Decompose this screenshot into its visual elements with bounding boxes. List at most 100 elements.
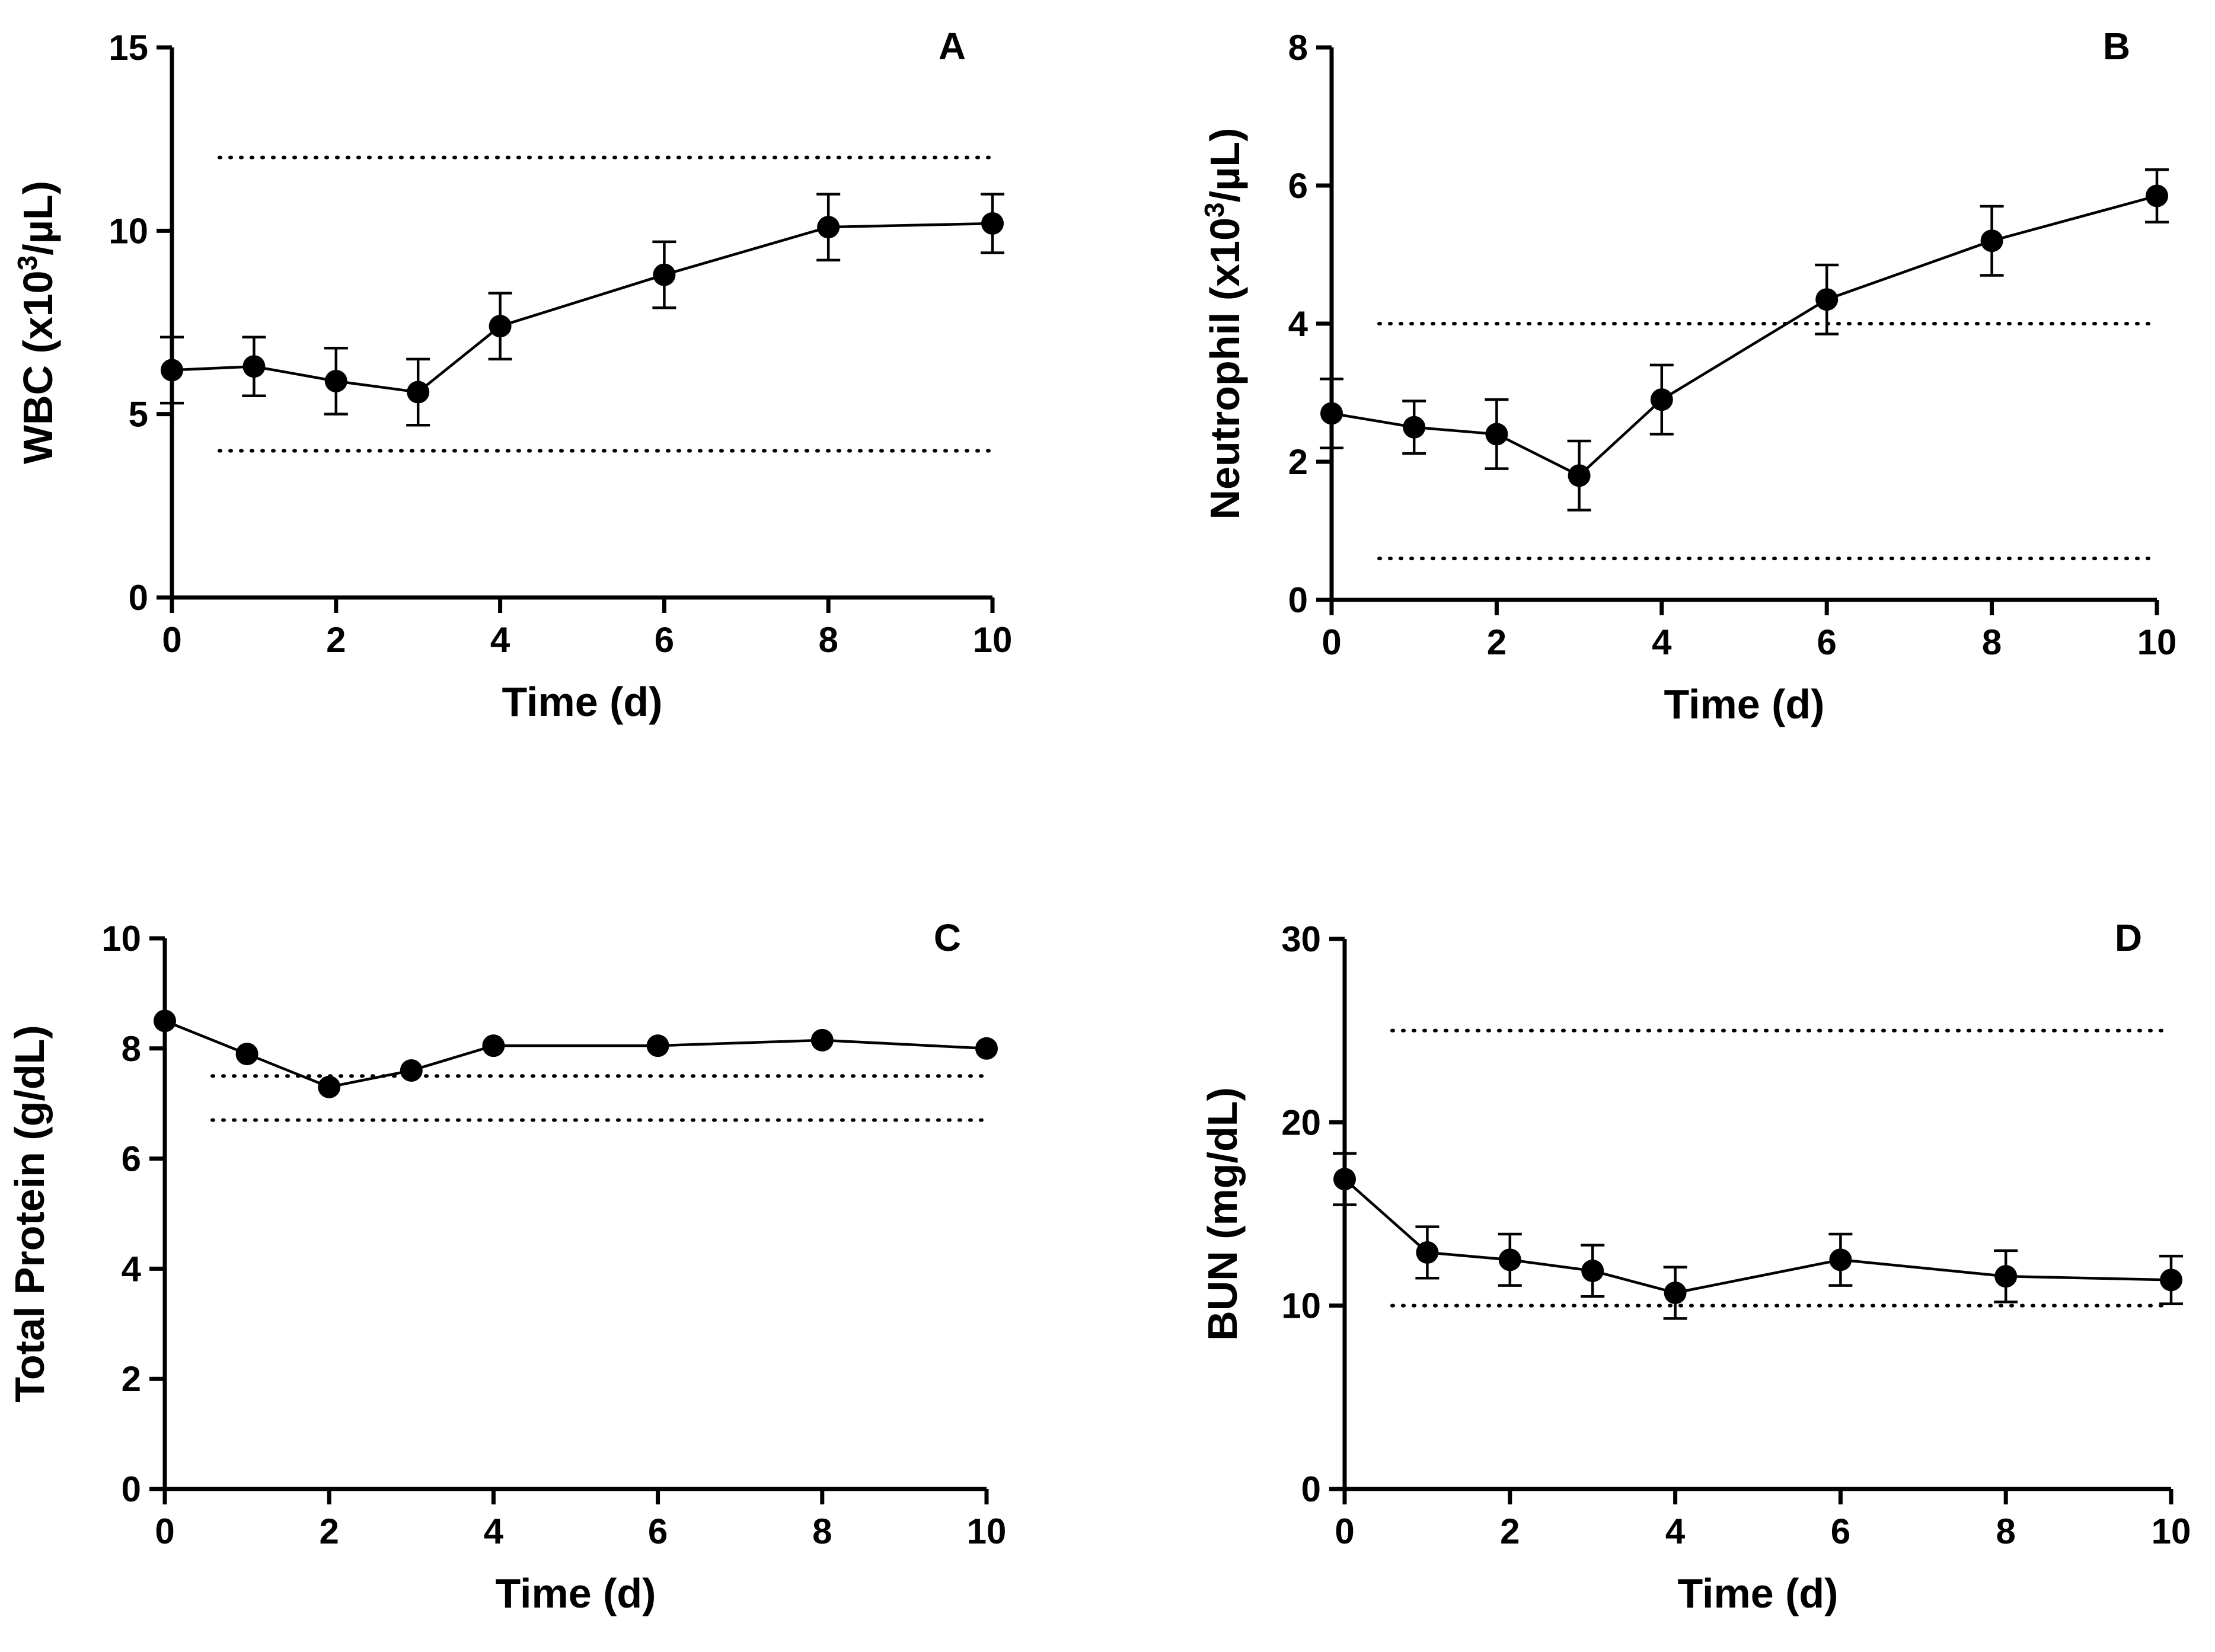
panel-d-data-point	[1829, 1248, 1852, 1271]
panel-a-xtick-label: 2	[326, 620, 346, 660]
panel-c-xtick-label: 6	[648, 1512, 668, 1551]
panel-c-xtick-label: 4	[484, 1512, 504, 1551]
panel-c-ytick-label: 2	[122, 1359, 141, 1399]
panel-d-data-point	[1498, 1248, 1521, 1271]
panel-d-ytick-label: 0	[1301, 1469, 1321, 1509]
panel-c-ytick-label: 4	[122, 1249, 142, 1289]
panel-a-xtick-label: 0	[162, 620, 181, 660]
panel-d-ytick-label: 10	[1281, 1286, 1321, 1326]
panel-c-axes	[162, 938, 987, 1491]
panel-b-xtick-label: 0	[1322, 622, 1341, 662]
panel-b-ytick-label: 2	[1288, 442, 1308, 482]
panel-b-data-point	[1320, 402, 1343, 425]
panel-a-data-point	[489, 315, 512, 338]
panel-a-data-point	[817, 216, 840, 239]
panel-a-xtick-label: 8	[819, 620, 838, 660]
panel-d-data-point	[1664, 1282, 1687, 1305]
panel-b-data-point	[1403, 416, 1426, 439]
panel-a-ytick-label: 0	[129, 578, 148, 618]
panel-b-ytick-label: 0	[1288, 580, 1308, 620]
panel-c-xtick-label: 10	[967, 1512, 1007, 1551]
panel-c-xtick-label: 8	[812, 1512, 832, 1551]
panel-c-ytick-label: 0	[122, 1469, 141, 1509]
panel-a-x-axis-label: Time (d)	[502, 679, 663, 725]
panel-c-data-point	[482, 1034, 505, 1057]
panel-b-data-point	[1980, 229, 2003, 253]
panel-b-data-point	[1650, 388, 1673, 411]
panel-d-ytick-label: 20	[1281, 1103, 1321, 1142]
panel-a-letter: A	[939, 25, 966, 68]
panel-a-xtick-label: 4	[490, 620, 510, 660]
panel-c-y-axis-label-part: Total Protein (g/dL)	[7, 1025, 53, 1402]
panel-d-ytick-label: 30	[1281, 919, 1321, 959]
panel-b-y-axis-label-part: Neutrophil (x10	[1202, 218, 1248, 520]
panel-c: 0 2 4 6 8 10 0 2 4 6 8 10 Time (d) Total Protein (g/d…	[7, 916, 1006, 1616]
panel-d-letter: D	[2115, 916, 2142, 959]
panel-c-letter: C	[934, 916, 961, 959]
panel-c-data-point	[810, 1028, 834, 1052]
panel-a-data-point	[242, 355, 266, 378]
panel-a-ytick-label: 5	[129, 395, 148, 434]
panel-a-series-line	[171, 222, 993, 394]
panel-c-data-point	[235, 1043, 258, 1066]
panel-a-data-point	[653, 263, 676, 286]
panel-c-x-axis-label: Time (d)	[496, 1570, 656, 1616]
panel-b-x-axis-label: Time (d)	[1664, 681, 1825, 727]
panel-b-data-point	[1485, 423, 1508, 446]
panel-d-data-point	[2160, 1268, 2182, 1292]
panel-a-y-axis-label-part: /µL)	[15, 181, 61, 255]
panel-c-data-point	[318, 1075, 341, 1098]
panel-b-y-axis-label-part: /µL)	[1202, 128, 1248, 203]
panel-a-xtick-label: 10	[973, 620, 1013, 660]
panel-d-y-axis-label-part: BUN (mg/dL)	[1199, 1087, 1246, 1341]
panel-a-y-axis-label: WBC (x103/µL)	[12, 181, 61, 464]
panel-a-data-point	[981, 212, 1004, 235]
panel-b-ytick-label: 8	[1288, 28, 1308, 68]
panel-a-ytick-label: 10	[108, 211, 148, 251]
panel-d-xtick-label: 0	[1335, 1512, 1354, 1551]
panel-b-y-axis-label: Neutrophil (x103/µL)	[1199, 128, 1248, 520]
panel-a-data-point	[324, 369, 347, 392]
panel-d-series-line	[1343, 1178, 2172, 1295]
panel-c-ytick-label: 8	[122, 1029, 141, 1069]
panel-d: 0 10 20 30 0 2 4 6 8 10 Time (d) BUN (mg/dL) D	[1199, 916, 2191, 1616]
panel-a-data-point	[161, 359, 183, 382]
panel-d-data-point	[1581, 1259, 1604, 1282]
panel-c-xtick-label: 2	[320, 1512, 339, 1551]
panel-b-xtick-label: 6	[1817, 622, 1837, 662]
panel-a: 0 5 10 15 0 2 4 6 8 10 Time (d) WBC (x103/µL) A	[12, 25, 1012, 725]
panel-b-ytick-label: 4	[1288, 304, 1308, 344]
panel-b-series-line	[1331, 194, 2157, 478]
panel-b-data-point	[1568, 464, 1591, 487]
panel-d-axes	[1342, 939, 2171, 1491]
panel-c-ytick-label: 6	[122, 1139, 141, 1179]
panel-d-y-axis-label: BUN (mg/dL)	[1199, 1087, 1246, 1341]
panel-c-data-point	[646, 1034, 669, 1057]
panel-b: 0 2 4 6 8 0 2 4 6 8 10 Time (d) Neutrophil (x103/µL)…	[1199, 25, 2176, 727]
panel-c-y-axis-label: Total Protein (g/dL)	[7, 1025, 53, 1402]
panel-c-series-line	[164, 1020, 987, 1089]
panel-b-xtick-label: 10	[2137, 622, 2177, 662]
panel-a-axes	[170, 47, 992, 600]
panel-d-xtick-label: 4	[1665, 1512, 1686, 1551]
panel-c-xtick-label: 0	[155, 1512, 174, 1551]
panel-c-data-point	[400, 1059, 423, 1082]
panel-a-y-axis-label-part: WBC (x10	[15, 270, 61, 464]
panel-d-data-point	[1333, 1168, 1356, 1191]
panel-d-xtick-label: 6	[1831, 1512, 1850, 1551]
panel-c-ytick-label: 10	[101, 919, 141, 958]
panel-a-xtick-label: 6	[655, 620, 674, 660]
panel-b-xtick-label: 8	[1982, 622, 2002, 662]
panel-d-data-point	[1994, 1265, 2018, 1288]
panel-d-data-point	[1416, 1241, 1439, 1264]
panel-b-xtick-label: 4	[1652, 622, 1672, 662]
panel-c-data-point	[975, 1037, 998, 1060]
panel-b-data-point	[1815, 288, 1839, 311]
panel-b-data-point	[2146, 184, 2168, 207]
panel-b-ytick-label: 6	[1288, 166, 1308, 206]
panel-a-ytick-label: 15	[108, 28, 148, 68]
panel-d-xtick-label: 8	[1996, 1512, 2016, 1551]
panel-d-x-axis-label: Time (d)	[1678, 1570, 1839, 1616]
panel-a-data-point	[407, 381, 430, 404]
